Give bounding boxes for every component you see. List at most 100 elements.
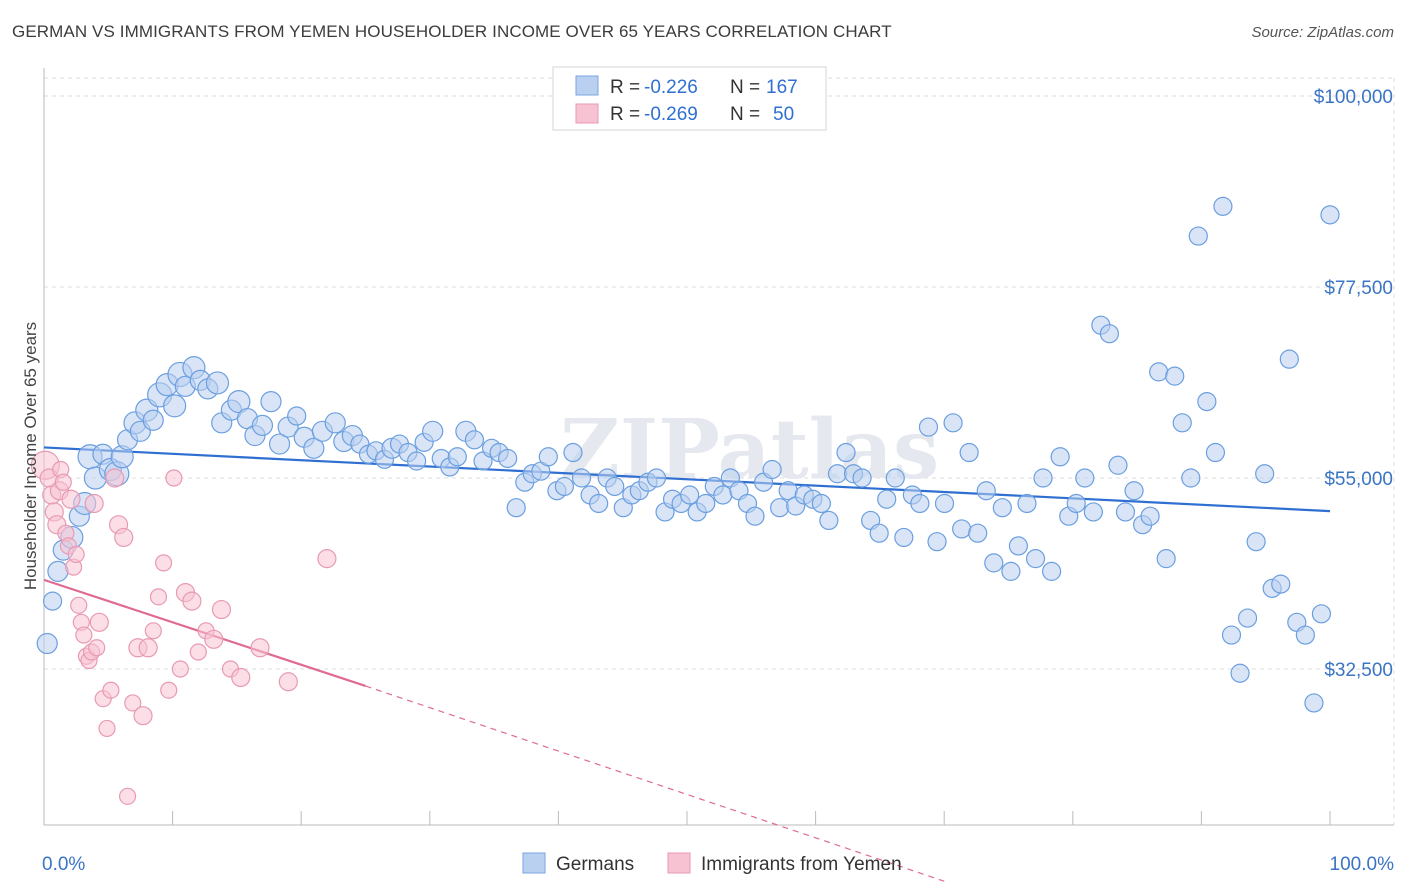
germans-point-120 [984, 553, 1004, 573]
germans-point-121 [992, 498, 1012, 518]
bottom-legend-label-germans: Germans [556, 854, 634, 875]
yemen-point-36 [160, 681, 178, 699]
germans-point-151 [1237, 608, 1258, 628]
legend-swatch-yemen [575, 103, 599, 124]
germans-point-140 [1149, 362, 1169, 382]
germans-point-104 [852, 468, 872, 488]
chart-source: Source: ZipAtlas.com [1251, 24, 1394, 41]
yemen-point-20 [88, 639, 106, 657]
legend-n-label-yemen: N = [730, 104, 760, 125]
yemen-point-25 [105, 468, 125, 488]
germans-point-36 [287, 406, 307, 426]
germans-point-150 [1230, 663, 1250, 683]
legend-n-label-germans: N = [730, 77, 760, 98]
germans-point-55 [447, 447, 467, 467]
germans-point-132 [1083, 502, 1103, 522]
germans-point-145 [1188, 226, 1208, 246]
germans-point-52 [422, 420, 444, 442]
yemen-point-29 [124, 694, 142, 712]
germans-point-148 [1213, 196, 1233, 216]
yemen-point-38 [171, 660, 189, 678]
germans-point-1 [42, 591, 63, 611]
series-1 [30, 450, 337, 805]
yemen-point-23 [98, 719, 116, 738]
x-tick-labels: 0.0% 100.0% [42, 854, 1394, 875]
yemen-point-40 [182, 591, 202, 611]
yemen-point-28 [118, 787, 137, 805]
germans-point-74 [605, 476, 625, 497]
bottom-legend-label-yemen: Immigrants from Yemen [701, 854, 902, 875]
germans-point-17 [142, 409, 164, 431]
germans-point-124 [1017, 493, 1037, 514]
germans-point-130 [1066, 493, 1086, 514]
germans-point-40 [324, 412, 346, 434]
germans-point-102 [836, 442, 856, 463]
yemen-point-49 [317, 549, 337, 569]
legend-n-value-yemen: 50 [773, 104, 794, 125]
germans-point-38 [303, 437, 325, 459]
yemen-point-43 [204, 629, 224, 649]
germans-point-134 [1099, 324, 1120, 344]
legend-r-value-yemen: -0.269 [644, 104, 698, 125]
germans-point-144 [1181, 468, 1201, 488]
germans-point-109 [894, 527, 914, 548]
yemen-point-31 [133, 706, 153, 726]
germans-point-127 [1041, 561, 1062, 581]
germans-point-66 [538, 447, 558, 467]
germans-point-139 [1140, 506, 1160, 526]
legend-n-value-germans: 167 [766, 77, 798, 98]
germans-point-20 [163, 394, 187, 418]
germans-point-142 [1165, 366, 1185, 386]
yemen-point-13 [70, 596, 88, 614]
legend-swatch-germans [575, 75, 599, 96]
yemen-point-15 [75, 626, 93, 644]
germans-point-0 [36, 632, 58, 655]
y-tick-label-2: $77,500 [1324, 278, 1393, 299]
germans-point-94 [770, 498, 790, 518]
germans-point-114 [934, 493, 955, 514]
germans-point-146 [1197, 392, 1217, 412]
germans-point-123 [1008, 536, 1029, 556]
y-tick-label-3: $100,000 [1314, 87, 1393, 108]
germans-point-115 [943, 413, 963, 433]
yemen-point-32 [138, 638, 158, 658]
yemen-point-41 [189, 643, 207, 661]
y-tick-label-0: $32,500 [1324, 660, 1393, 681]
x-tick-label-1: 100.0% [1330, 854, 1395, 875]
legend-r-label-yemen: R = [610, 104, 640, 125]
germans-point-93 [762, 459, 782, 480]
legend-r-label-germans: R = [610, 77, 640, 98]
germans-point-152 [1246, 532, 1266, 552]
bottom-legend-swatch-germans [522, 852, 546, 874]
germans-point-101 [827, 464, 848, 484]
points [30, 196, 1340, 805]
germans-point-50 [407, 451, 427, 471]
germans-point-119 [976, 481, 996, 501]
germans-point-159 [1304, 693, 1324, 713]
yemen-point-21 [89, 612, 109, 632]
y-tick-labels: $32,500 $55,000 $77,500 $100,000 [1314, 87, 1393, 681]
bottom-legend: Germans Immigrants from Yemen [522, 852, 902, 875]
yemen-point-19 [84, 493, 104, 514]
trend-line-extension-1 [365, 685, 945, 882]
germans-point-68 [554, 476, 574, 497]
y-tick-label-1: $55,000 [1324, 469, 1393, 490]
germans-point-147 [1205, 442, 1226, 463]
germans-point-79 [646, 468, 667, 488]
yemen-point-27 [114, 527, 134, 548]
yemen-point-10 [61, 489, 81, 509]
yemen-point-7 [54, 473, 72, 491]
germans-point-126 [1033, 468, 1053, 488]
germans-point-149 [1221, 625, 1242, 645]
x-tick-label-0: 0.0% [42, 854, 85, 875]
trend-line-0 [43, 446, 1331, 513]
yemen-point-47 [250, 638, 270, 658]
yemen-point-48 [278, 672, 298, 692]
yemen-point-35 [154, 554, 173, 572]
germans-point-26 [205, 371, 230, 395]
germans-point-118 [968, 523, 988, 543]
germans-point-108 [885, 468, 905, 488]
germans-point-135 [1108, 455, 1128, 475]
germans-point-62 [506, 498, 526, 518]
germans-point-91 [745, 506, 765, 526]
